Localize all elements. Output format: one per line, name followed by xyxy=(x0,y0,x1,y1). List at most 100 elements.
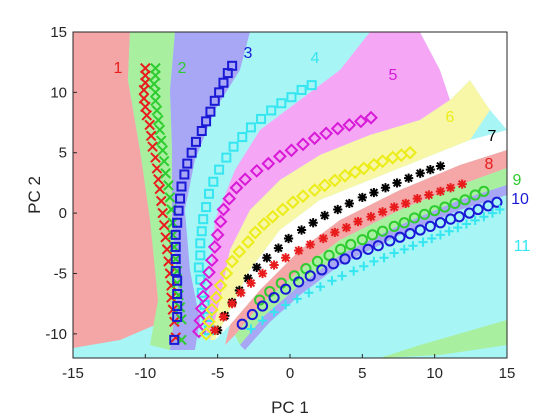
point-series-2 xyxy=(150,70,161,81)
point-series-6 xyxy=(356,161,371,176)
point-series-3 xyxy=(190,136,201,147)
series-label-2: 2 xyxy=(178,60,187,77)
point-series-10 xyxy=(434,217,447,229)
point-series-3 xyxy=(201,116,212,127)
point-series-6 xyxy=(213,278,228,293)
point-series-8 xyxy=(246,278,256,288)
point-series-9 xyxy=(388,220,400,232)
point-series-8 xyxy=(389,202,399,212)
point-series-11 xyxy=(389,248,399,258)
point-series-6 xyxy=(209,290,224,305)
point-series-1 xyxy=(157,207,169,219)
point-series-11 xyxy=(461,219,472,229)
point-series-3 xyxy=(169,334,180,345)
point-series-5 xyxy=(207,240,222,254)
point-series-1 xyxy=(140,101,151,113)
point-series-5 xyxy=(213,214,228,229)
y-tick-label: -10 xyxy=(45,326,67,343)
point-series-2 xyxy=(148,78,160,90)
series-6 xyxy=(199,145,417,341)
point-series-11 xyxy=(444,226,454,236)
point-series-10 xyxy=(384,235,396,247)
point-series-11 xyxy=(495,204,505,215)
point-series-1 xyxy=(154,183,166,195)
point-series-10 xyxy=(327,258,339,270)
point-series-1 xyxy=(141,110,153,121)
point-series-4 xyxy=(276,98,287,109)
point-series-4 xyxy=(193,262,204,273)
series-label-4: 4 xyxy=(311,50,320,67)
point-series-4 xyxy=(195,250,206,261)
series-label-10: 10 xyxy=(511,191,529,208)
point-series-8 xyxy=(353,216,363,227)
point-series-5 xyxy=(342,118,357,132)
point-series-6 xyxy=(248,225,263,240)
series-8 xyxy=(210,179,467,335)
point-series-1 xyxy=(138,93,150,104)
x-tick-label: -10 xyxy=(134,365,156,382)
point-series-5 xyxy=(238,172,253,187)
point-series-6 xyxy=(307,183,322,198)
y-tick-label: -5 xyxy=(54,265,67,282)
point-series-7 xyxy=(425,165,435,175)
point-series-3 xyxy=(170,229,181,240)
point-series-11 xyxy=(427,233,437,244)
point-series-11 xyxy=(327,276,337,286)
point-series-5 xyxy=(307,131,322,146)
point-series-9 xyxy=(356,234,368,246)
point-series-5 xyxy=(210,227,225,242)
point-series-4 xyxy=(296,84,307,95)
point-series-4 xyxy=(245,122,256,133)
point-series-9 xyxy=(459,194,471,206)
point-series-8 xyxy=(227,299,237,309)
point-series-4 xyxy=(228,141,239,152)
point-series-6 xyxy=(241,235,255,250)
point-series-10 xyxy=(280,283,292,295)
point-series-1 xyxy=(166,280,177,291)
point-series-3 xyxy=(172,301,183,312)
point-series-5 xyxy=(229,180,244,195)
point-series-6 xyxy=(338,168,352,183)
point-series-4 xyxy=(203,188,214,199)
point-series-3 xyxy=(196,126,207,137)
point-series-11 xyxy=(453,223,463,233)
point-series-10 xyxy=(293,276,305,288)
point-series-3 xyxy=(179,169,190,180)
point-series-6 xyxy=(225,254,240,269)
point-series-6 xyxy=(204,302,219,317)
point-series-8 xyxy=(401,198,411,209)
point-series-1 xyxy=(166,292,177,303)
point-series-11 xyxy=(399,244,409,254)
point-series-2 xyxy=(150,87,161,98)
point-series-7 xyxy=(392,178,402,188)
point-series-8 xyxy=(445,183,456,193)
series-label-8: 8 xyxy=(485,156,494,173)
point-series-11 xyxy=(418,237,428,247)
point-series-3 xyxy=(175,193,186,204)
point-series-7 xyxy=(415,168,425,178)
point-series-3 xyxy=(182,158,193,169)
point-series-5 xyxy=(261,156,276,171)
point-series-8 xyxy=(330,227,340,238)
point-series-2 xyxy=(163,180,174,191)
point-series-3 xyxy=(172,217,183,228)
point-series-11 xyxy=(349,266,359,276)
point-series-5 xyxy=(222,191,237,206)
x-tick-label: -5 xyxy=(211,365,224,382)
point-series-7 xyxy=(283,233,294,244)
point-series-1 xyxy=(147,141,158,153)
point-series-9 xyxy=(254,294,266,306)
series-label-9: 9 xyxy=(513,172,522,189)
series-1 xyxy=(138,62,182,343)
point-series-6 xyxy=(202,314,216,329)
point-series-2 xyxy=(151,105,163,116)
point-series-8 xyxy=(318,233,328,244)
series-label-3: 3 xyxy=(244,45,253,62)
point-series-7 xyxy=(435,161,446,171)
point-series-7 xyxy=(344,198,354,209)
point-series-5 xyxy=(194,301,209,316)
point-series-8 xyxy=(281,253,291,263)
point-series-10 xyxy=(316,264,328,276)
point-series-3 xyxy=(172,289,183,300)
point-series-7 xyxy=(252,262,262,273)
